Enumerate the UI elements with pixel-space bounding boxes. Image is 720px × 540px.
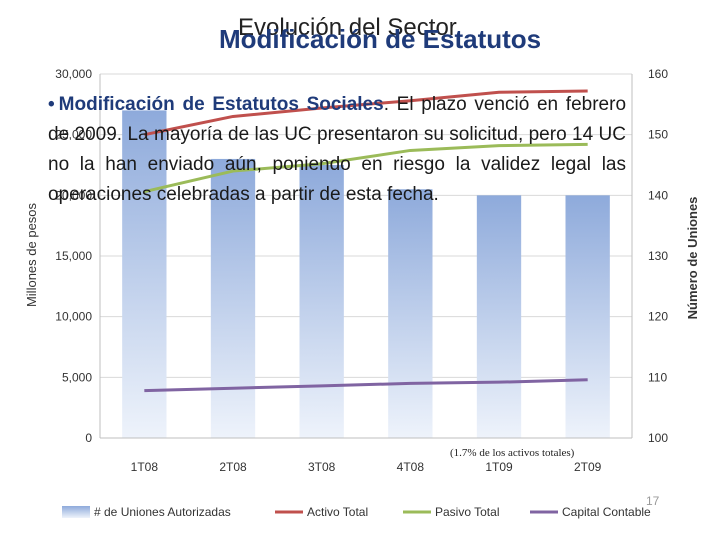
series-line	[144, 89, 588, 137]
page-number: 17	[646, 494, 660, 508]
y2-tick-label: 140	[648, 188, 668, 202]
y2-tick-label: 120	[648, 310, 668, 324]
slide-title: Modificación de Estatutos	[219, 24, 542, 54]
legend-label: Activo Total	[307, 505, 368, 519]
y-tick-label: 15,000	[55, 249, 92, 263]
legend-label: Capital Contable	[562, 505, 651, 519]
y-tick-label: 25,000	[55, 128, 92, 142]
x-tick-label: 4T08	[397, 460, 425, 474]
line-series	[143, 89, 588, 393]
y-axis-title: Millones de pesos	[24, 202, 39, 307]
bar	[210, 158, 256, 438]
y2-tick-label: 160	[648, 67, 668, 81]
y2-axis-title: Número de Uniones	[685, 197, 700, 320]
series-line	[144, 378, 588, 393]
x-tick-label: 3T08	[308, 460, 336, 474]
x-tick-label: 2T08	[219, 460, 247, 474]
y-tick-label: 20,000	[55, 188, 92, 202]
x-tick-label: 2T09	[574, 460, 602, 474]
y-tick-label: 0	[85, 431, 92, 445]
y2-tick-label: 110	[648, 370, 667, 384]
bar	[122, 110, 167, 439]
series-line	[143, 142, 588, 194]
legend-label: Pasivo Total	[435, 505, 499, 519]
bar-series	[122, 110, 610, 439]
y-tick-label: 30,000	[55, 67, 92, 81]
y2-tick-label: 150	[648, 128, 668, 142]
legend: # de Uniones Autorizadas Activo Total Pasi…	[62, 505, 651, 519]
y2-tick-label: 130	[648, 249, 668, 263]
y2-tick-label: 100	[648, 431, 668, 445]
bullet-lead: Modificación de Estatutos Sociales	[58, 94, 384, 115]
y-tick-label: 10,000	[55, 310, 92, 324]
x-tick-label: 1T08	[131, 460, 159, 474]
bar	[388, 189, 433, 438]
bullet-body: . El plazo venció en febrero de 2009. La…	[48, 94, 627, 205]
bullet-marker: •	[48, 94, 55, 115]
axes: 0 5,000 10,000 15,000 20,000 25,000 30,000 100 1…	[55, 67, 668, 474]
legend-label: # de Uniones Autorizadas	[94, 505, 231, 519]
slide-title-back: Evolución del Sector	[238, 14, 457, 41]
bullet-text: • Modificación de Estatutos Sociales. El …	[48, 90, 626, 210]
legend-swatch	[62, 506, 90, 518]
x-tick-label: 1T09	[485, 460, 513, 474]
bar	[476, 195, 522, 438]
y-tick-label: 5,000	[62, 370, 92, 384]
bar	[565, 195, 610, 438]
bar-annotation: (1.7% de los activos totales)	[450, 447, 575, 459]
bar	[299, 165, 344, 438]
